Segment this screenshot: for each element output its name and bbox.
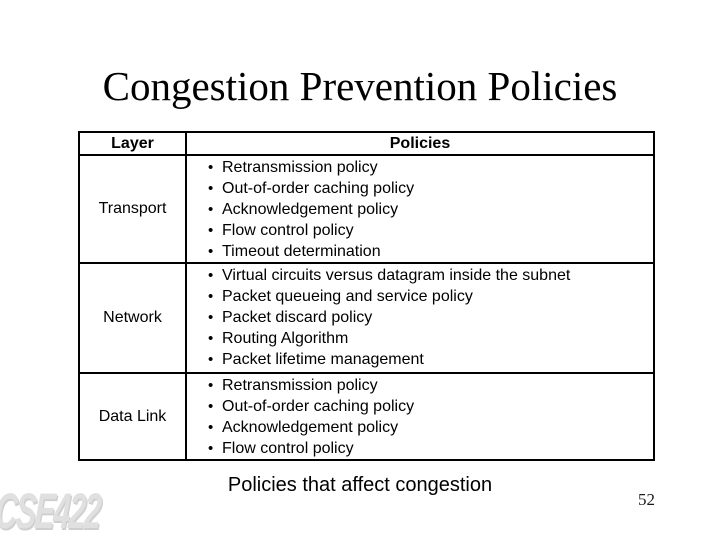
policy-text: Packet lifetime management [222, 351, 424, 368]
policy-text: Routing Algorithm [222, 330, 349, 347]
bullet-icon: • [208, 398, 214, 415]
bullet-icon: • [208, 440, 214, 457]
policy-text: Flow control policy [222, 440, 354, 457]
policy-item: • Acknowledgement policy [208, 417, 651, 438]
layer-cell-transport: Transport [78, 154, 187, 264]
policy-item: • Flow control policy [208, 438, 651, 459]
policy-list-transport: • Retransmission policy • Out-of-order cac… [208, 157, 651, 262]
policy-list-datalink: • Retransmission policy • Out-of-order cac… [208, 375, 651, 459]
watermark: CSE422 [0, 483, 102, 539]
policy-item: • Out-of-order caching policy [208, 396, 651, 417]
policy-list-network: • Virtual circuits versus datagram inside… [208, 265, 651, 370]
policies-cell-datalink: • Retransmission policy • Out-of-order cac… [185, 372, 655, 461]
bullet-icon: • [208, 288, 214, 305]
policy-item: • Timeout determination [208, 241, 651, 262]
column-header-policies: Policies [185, 131, 655, 156]
policy-text: Out-of-order caching policy [222, 180, 415, 197]
policy-text: Out-of-order caching policy [222, 398, 415, 415]
bullet-icon: • [208, 201, 214, 218]
policy-item: • Flow control policy [208, 220, 651, 241]
page-number: 52 [638, 490, 655, 509]
bullet-icon: • [208, 309, 214, 326]
policy-text: Retransmission policy [222, 159, 378, 176]
policy-item: • Packet discard policy [208, 307, 651, 328]
table-header-row: Layer Policies [78, 131, 655, 156]
bullet-icon: • [208, 351, 214, 368]
policy-text: Flow control policy [222, 222, 354, 239]
table-row-transport: Transport • Retransmission policy • Out-of… [78, 154, 655, 264]
layer-cell-datalink: Data Link [78, 372, 187, 461]
policy-table: Layer Policies Transport • Retransmission… [78, 131, 655, 461]
policy-text: Acknowledgement policy [222, 419, 399, 436]
bullet-icon: • [208, 419, 214, 436]
table-caption: Policies that affect congestion [227, 474, 493, 496]
policies-cell-network: • Virtual circuits versus datagram inside… [185, 262, 655, 374]
bullet-icon: • [208, 377, 214, 394]
policy-text: Packet queueing and service policy [222, 288, 473, 305]
policy-item: • Packet lifetime management [208, 349, 651, 370]
bullet-icon: • [208, 222, 214, 239]
slide-title: Congestion Prevention Policies [102, 63, 618, 109]
bullet-icon: • [208, 159, 214, 176]
policy-text: Timeout determination [222, 243, 381, 260]
policy-text: Acknowledgement policy [222, 201, 399, 218]
layer-cell-network: Network [78, 262, 187, 374]
policy-item: • Retransmission policy [208, 157, 651, 178]
table-row-datalink: Data Link • Retransmission policy • Out-of… [78, 372, 655, 461]
policy-item: • Virtual circuits versus datagram inside… [208, 265, 651, 286]
policy-text: Packet discard policy [222, 309, 373, 326]
policy-text: Retransmission policy [222, 377, 378, 394]
policies-cell-transport: • Retransmission policy • Out-of-order cac… [185, 154, 655, 264]
policy-item: • Routing Algorithm [208, 328, 651, 349]
bullet-icon: • [208, 243, 214, 260]
bullet-icon: • [208, 180, 214, 197]
policy-item: • Retransmission policy [208, 375, 651, 396]
policy-item: • Packet queueing and service policy [208, 286, 651, 307]
bullet-icon: • [208, 267, 214, 284]
policy-text: Virtual circuits versus datagram inside … [222, 267, 571, 284]
policy-item: • Acknowledgement policy [208, 199, 651, 220]
policy-item: • Out-of-order caching policy [208, 178, 651, 199]
bullet-icon: • [208, 330, 214, 347]
column-header-layer: Layer [78, 131, 187, 156]
table-row-network: Network • Virtual circuits versus datagra… [78, 262, 655, 374]
